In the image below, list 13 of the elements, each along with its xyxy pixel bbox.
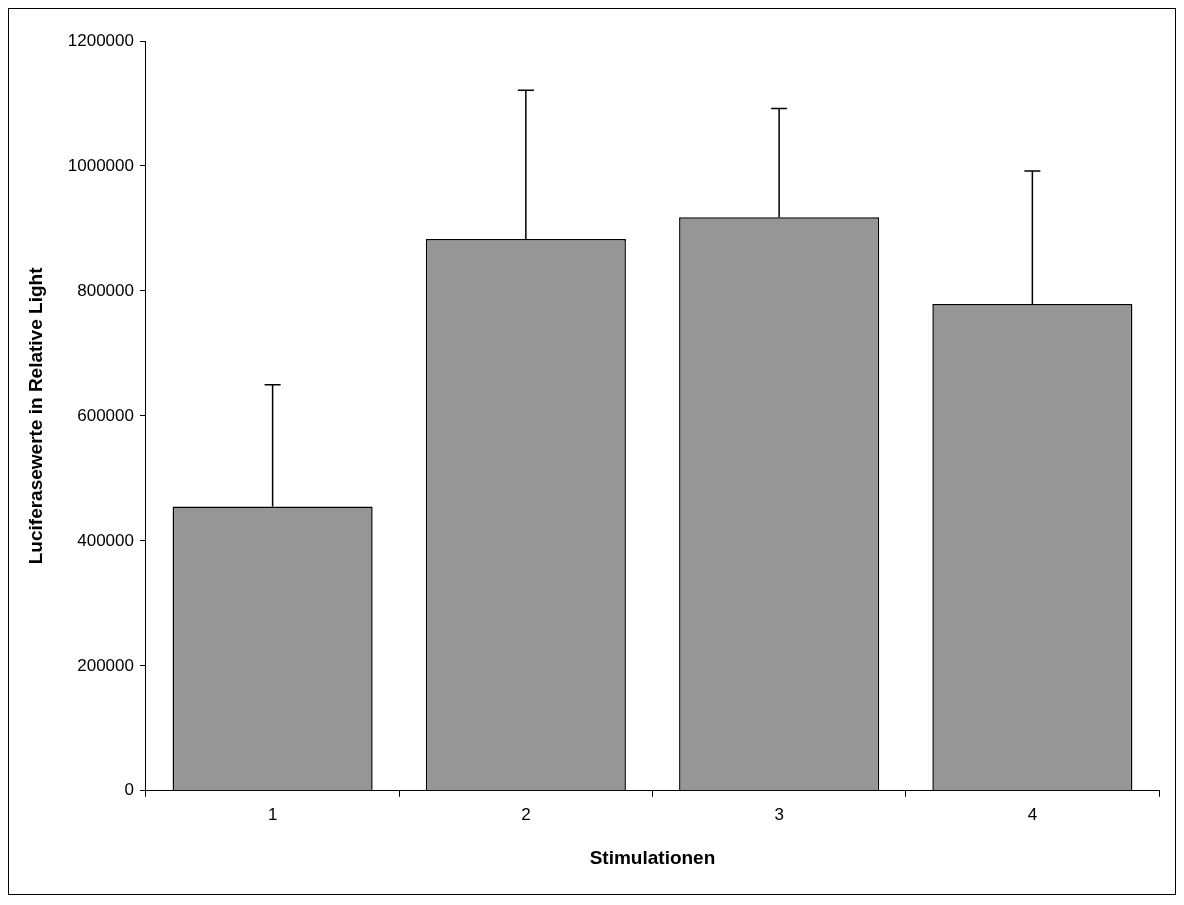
y-tick-label: 600000 [77,405,134,425]
x-tick-label: 1 [267,804,278,824]
y-tick-label: 0 [124,780,134,800]
y-tick-label: 400000 [77,530,134,550]
y-tick-label: 800000 [77,280,134,300]
y-tick-label: 1000000 [67,155,134,175]
x-tick-label: 3 [774,804,784,824]
x-tick-label: 2 [521,804,531,824]
x-axis-title: Stimulationen [589,846,716,868]
y-tick-label: 200000 [77,655,134,675]
y-axis-title: Luciferasewerte in Relative Light [24,266,46,565]
y-tick-label: 1200000 [67,30,134,50]
x-tick-label: 4 [1027,804,1038,824]
